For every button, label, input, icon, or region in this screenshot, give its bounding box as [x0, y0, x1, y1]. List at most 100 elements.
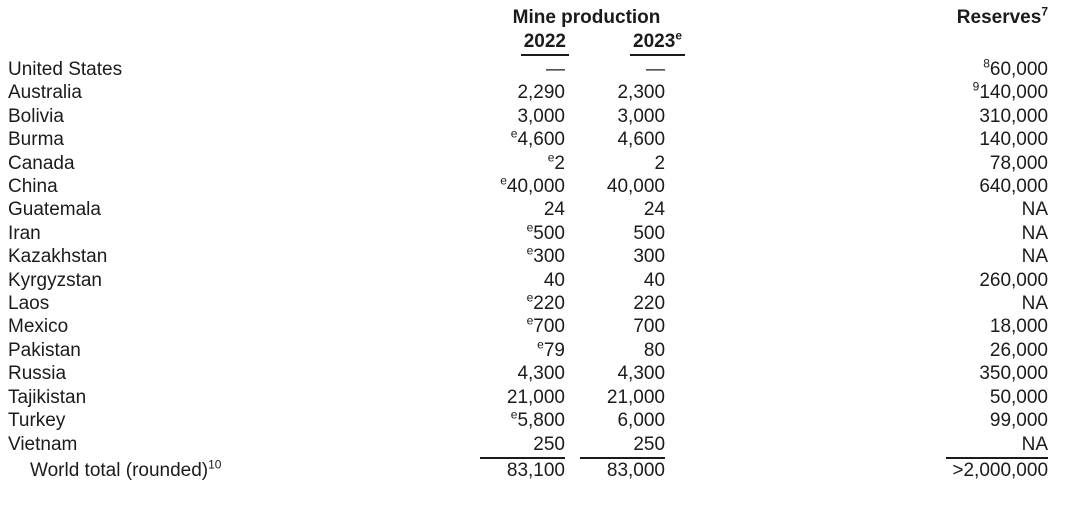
estimate-marker: e	[526, 314, 534, 329]
reserves-header-cell: Reserves7	[665, 6, 1080, 30]
table-row: Australia 2,290 2,300 9140,000	[0, 81, 1080, 104]
prod-2023-cell-value: 250	[633, 433, 666, 455]
country-cell: Canada	[0, 152, 420, 175]
prod-2023-cell-value: 500	[633, 222, 666, 244]
reserves-cell: NA	[665, 433, 1080, 459]
prod-2022-cell-value: 5,800	[517, 410, 565, 432]
prod-2023-cell-value: 220	[633, 293, 666, 315]
prod-2022-cell-value: 4,300	[517, 363, 565, 385]
reserves-cell-value: 99,000	[989, 410, 1049, 432]
year-2022-header-cell: 2022	[420, 30, 569, 58]
table-row: Bolivia 3,000 3,000 310,000	[0, 105, 1080, 128]
country-label: China	[8, 176, 58, 198]
reserves-cell-value: NA	[1021, 199, 1049, 221]
table-row: Laos e220 220 NA	[0, 292, 1080, 315]
prod-2023-cell-value: 4,300	[617, 363, 666, 385]
prod-2022-cell-value: 250	[533, 433, 565, 455]
prod-2022-cell: e5,800	[420, 409, 565, 432]
header-row-group: Mine production Reserves7	[0, 6, 1080, 30]
prod-2022-cell: e4,600	[420, 128, 565, 151]
reserves-cell: 50,000	[665, 386, 1080, 409]
prod-2023-cell: 83,000	[565, 459, 665, 482]
estimate-marker: e	[510, 407, 518, 422]
prod-2022-cell-value: 220	[533, 293, 565, 315]
table-row: Mexico e700 700 18,000	[0, 315, 1080, 338]
prod-2022-cell: 3,000	[420, 105, 565, 128]
country-cell: Bolivia	[0, 105, 420, 128]
prod-2022-cell-value: —	[546, 59, 565, 80]
reserves-cell-value: 26,000	[989, 339, 1049, 361]
table-row: United States — —860,000	[0, 58, 1080, 81]
reserves-cell: NA	[665, 292, 1080, 315]
prod-2023-cell-value: 6,000	[617, 410, 666, 432]
country-label: Russia	[8, 363, 67, 385]
table-row: World total (rounded)10 83,100 83,000 >2,00…	[0, 459, 1080, 482]
reserves-cell-value: 50,000	[989, 386, 1049, 408]
reserves-cell-value: 260,000	[979, 269, 1049, 291]
prod-2022-cell: 4,300	[420, 362, 565, 385]
reserves-cell: 78,000	[665, 152, 1080, 175]
estimate-marker: e	[675, 28, 683, 43]
estimate-marker: e	[510, 126, 518, 141]
prod-2022-cell: e220	[420, 292, 565, 315]
reserves-cell-value: 640,000	[979, 176, 1049, 198]
prod-2023-cell-value: 2,300	[617, 82, 666, 104]
header-spacer	[665, 30, 1080, 58]
header-row-years: 2022 2023e	[0, 30, 1080, 58]
estimate-marker: 9	[972, 80, 980, 95]
year-2022-header: 2022	[520, 30, 569, 57]
prod-2023-cell-value: 300	[633, 246, 666, 268]
prod-2023-cell: 2	[565, 152, 665, 175]
table-row: Turkey e5,800 6,000 99,000	[0, 409, 1080, 432]
country-cell: Burma	[0, 128, 420, 151]
prod-2022-cell-value: 2	[554, 152, 565, 174]
footnote-marker: 10	[208, 457, 222, 472]
table-row: Pakistan e79 80 26,000	[0, 339, 1080, 362]
prod-2023-cell: 700	[565, 315, 665, 338]
prod-2023-cell: 4,300	[565, 362, 665, 385]
country-label: United States	[8, 59, 123, 80]
country-label: Kazakhstan	[8, 246, 108, 268]
total-rule: 250	[480, 433, 565, 459]
total-rule: NA	[946, 433, 1049, 459]
table-row: Canada e2 2 78,000	[0, 151, 1080, 175]
country-label: World total (rounded)	[30, 459, 209, 481]
prod-2023-cell: 24	[565, 198, 665, 221]
prod-2023-cell: 40	[565, 269, 665, 292]
prod-2023-cell: 2,300	[565, 81, 665, 104]
reserves-cell-value: NA	[1021, 293, 1049, 315]
prod-2022-cell-value: 83,100	[506, 459, 565, 481]
country-label: Australia	[8, 82, 82, 104]
table-row: Iran e500 500 NA	[0, 222, 1080, 245]
prod-2023-cell: 220	[565, 292, 665, 315]
country-cell: Laos	[0, 292, 420, 315]
table-row: Vietnam 250 250 NA	[0, 433, 1080, 459]
country-cell: Australia	[0, 81, 420, 104]
prod-2023-cell-value: 40	[643, 269, 666, 291]
reserves-cell: 640,000	[665, 175, 1080, 198]
reserves-cell: NA	[665, 245, 1080, 268]
prod-2022-cell: e500	[420, 222, 565, 245]
header-spacer	[0, 30, 420, 58]
reserves-cell: NA	[665, 222, 1080, 245]
prod-2022-cell-value: 21,000	[506, 386, 565, 408]
prod-2022-cell: e700	[420, 315, 565, 338]
prod-2022-cell: 24	[420, 198, 565, 221]
country-cell: Guatemala	[0, 198, 420, 221]
prod-2023-cell-value: 4,600	[617, 129, 666, 151]
prod-2022-cell: 250	[420, 433, 565, 459]
prod-2023-cell: 80	[565, 339, 665, 362]
table-row: China e40,000 40,000 640,000	[0, 175, 1080, 198]
prod-2022-cell: 2,290	[420, 81, 565, 104]
prod-2023-cell: 300	[565, 245, 665, 268]
prod-2022-cell-value: 500	[533, 222, 565, 244]
prod-2022-cell: e79	[420, 339, 565, 362]
prod-2022-cell-value: 700	[533, 316, 565, 338]
prod-2023-cell: 4,600	[565, 128, 665, 151]
country-cell: Turkey	[0, 409, 420, 432]
reserves-cell-value: 18,000	[989, 316, 1049, 338]
country-label: Iran	[8, 222, 41, 244]
country-label: Bolivia	[8, 105, 64, 127]
country-label: Canada	[8, 152, 75, 174]
estimate-marker: e	[526, 290, 534, 305]
